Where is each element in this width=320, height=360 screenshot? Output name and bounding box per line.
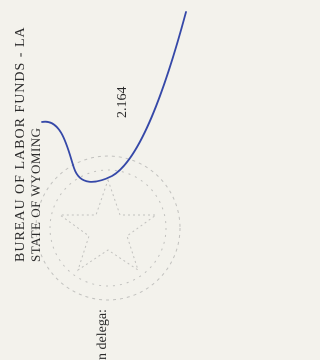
figure: 2.164	[115, 87, 130, 119]
scanned-document: BUREAU OF LABOR FUNDS - LA STATE OF WYOM…	[0, 0, 240, 360]
page: BUREAU OF LABOR FUNDS - LA STATE OF WYOM…	[0, 0, 240, 360]
state-heading: STATE OF WYOMING	[28, 127, 43, 262]
note: n delega:	[95, 309, 110, 360]
agency-heading: BUREAU OF LABOR FUNDS - LA	[13, 26, 28, 262]
